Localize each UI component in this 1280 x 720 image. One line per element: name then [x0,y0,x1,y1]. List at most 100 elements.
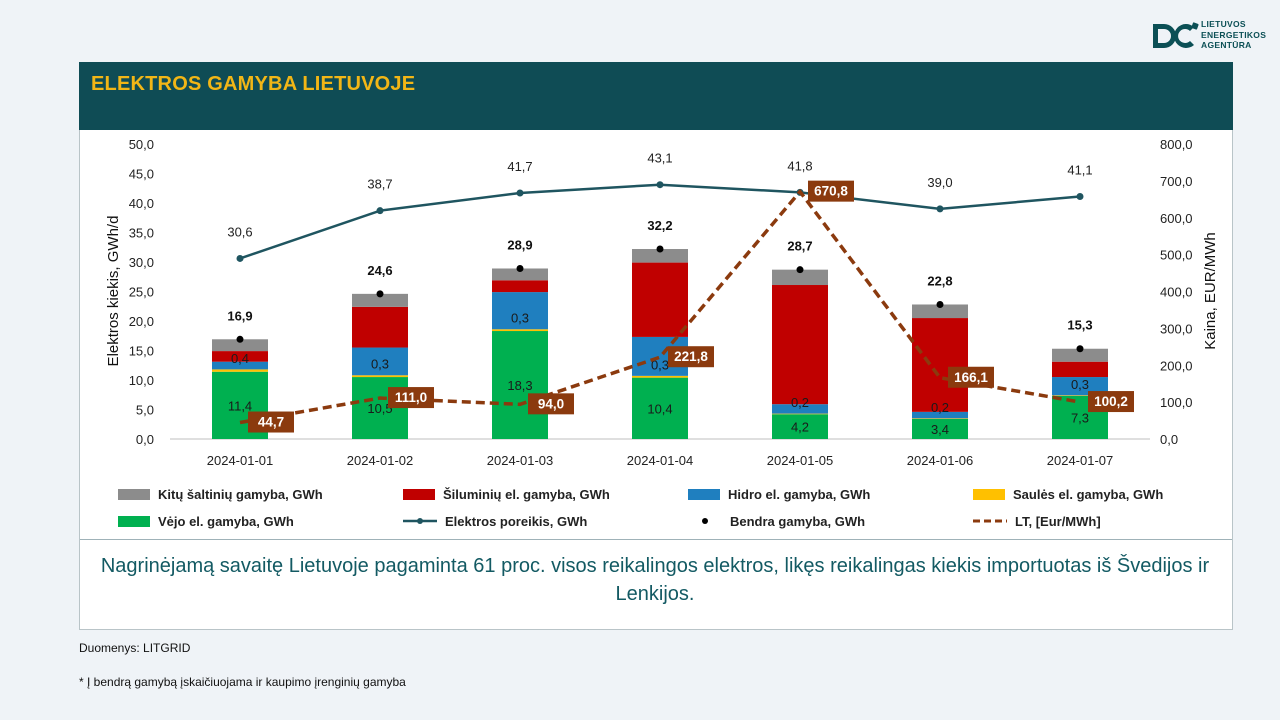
bar-wind [912,418,968,439]
demand-value-label: 41,7 [507,159,532,174]
total-value-label: 16,9 [227,308,252,323]
bar-wind [632,377,688,439]
legend-item-hydro: Hidro el. gamyba, GWh [688,486,870,502]
legend: Kitų šaltinių gamyba, GWh Šiluminių el. … [118,486,1198,532]
bar-other [352,293,408,307]
price-label-box [808,180,854,202]
total-value-label: 28,9 [507,237,532,252]
bar-solar [212,369,268,372]
legend-item-demand: Elektros poreikis, GWh [403,513,587,529]
total-point [516,264,524,272]
wind-value-label: 18,3 [507,378,532,393]
y-tick-label: 10,0 [129,373,154,388]
y-tick-label: 0,0 [136,432,154,447]
wind-value-label: 10,5 [367,401,392,416]
legend-swatch-wind [118,515,150,527]
y2-tick-label: 700,0 [1160,174,1193,189]
total-value-label: 28,7 [787,239,812,254]
bar-hydro [352,347,408,376]
legend-swatch-total [688,513,722,529]
price-value-label: 221,8 [674,349,708,364]
y2-tick-label: 500,0 [1160,248,1193,263]
demand-point [936,205,944,213]
price-value-label: 670,8 [814,184,848,199]
x-tick-label: 2024-01-05 [767,453,834,468]
legend-item-solar: Saulės el. gamyba, GWh [973,486,1163,502]
x-tick-label: 2024-01-04 [627,453,694,468]
bar-solar [912,418,968,419]
y-tick-label: 15,0 [129,344,154,359]
price-value-label: 44,7 [258,415,284,430]
legend-item-total: Bendra gamyba, GWh [688,513,865,529]
hydro-value-label: 0,2 [931,400,949,415]
legend-swatch-price [973,513,1007,529]
page-title: ELEKTROS GAMYBA LIETUVOJE [91,73,416,95]
y2-tick-label: 0,0 [1160,432,1178,447]
price-value-label: 166,1 [954,370,988,385]
legend-swatch-other [118,488,150,500]
total-value-label: 22,8 [927,273,952,288]
summary-text: Nagrinėjamą savaitę Lietuvoje pagaminta … [100,555,1210,605]
legend-swatch-demand [403,513,437,529]
legend-label-other: Kitų šaltinių gamyba, GWh [158,486,323,502]
legend-label-hydro: Hidro el. gamyba, GWh [728,486,871,502]
price-label-box [1088,391,1134,413]
y2-axis-label: Kaina, EUR/MWh [1202,232,1219,350]
bar-other [1052,348,1108,362]
logo-line-1: LIETUVOS [1201,19,1246,29]
demand-value-label: 41,1 [1067,163,1092,178]
hydro-value-label: 0,3 [511,311,529,326]
hydro-value-label: 0,3 [1071,377,1089,392]
wind-value-label: 10,4 [647,401,672,416]
y2-tick-label: 100,0 [1160,395,1193,410]
legend-swatch-thermal [403,488,435,500]
bar-other [212,339,268,352]
total-value-label: 15,3 [1067,318,1092,333]
bar-thermal [912,318,968,412]
y2-tick-label: 200,0 [1160,358,1193,373]
legend-item-wind: Vėjo el. gamyba, GWh [118,513,294,529]
bar-hydro [912,411,968,419]
demand-point [516,189,524,197]
footnote: * Į bendrą gamybą įskaičiuojama ir kaupi… [79,675,406,689]
legend-item-other: Kitų šaltinių gamyba, GWh [118,486,323,502]
legend-label-solar: Saulės el. gamyba, GWh [1013,486,1164,502]
logo-line-3: AGENTŪRA [1201,40,1252,50]
bar-hydro [492,292,548,330]
total-point [376,290,384,298]
y2-tick-label: 300,0 [1160,321,1193,336]
bar-other [492,268,548,281]
total-point [236,335,244,343]
chart: 0,0 5,0 10,0 15,0 20,0 25,0 30,0 35,0 40,0 45,0 50… [105,137,1219,468]
x-tick-label: 2024-01-07 [1047,453,1114,468]
wind-value-label: 4,2 [791,420,809,435]
bar-thermal [772,285,828,405]
bar-thermal [352,306,408,348]
demand-value-label: 30,6 [227,224,252,239]
legend-label-wind: Vėjo el. gamyba, GWh [158,513,294,529]
y2-tick-label: 400,0 [1160,285,1193,300]
price-value-label: 94,0 [538,396,564,411]
bar-other [632,249,688,263]
demand-value-label: 41,8 [787,158,812,173]
hydro-value-label: 0,3 [371,357,389,372]
bar-thermal [212,351,268,362]
total-point [796,266,804,274]
demand-point [656,181,664,189]
hydro-value-label: 0,2 [791,395,809,410]
total-point [1076,345,1084,353]
bar-thermal [492,280,548,293]
y2-tick-label: 800,0 [1160,137,1193,152]
divider [80,539,1232,540]
demand-point [236,254,244,262]
bar-thermal [1052,361,1108,378]
y-tick-label: 30,0 [129,255,154,270]
demand-value-label: 43,1 [647,151,672,166]
price-line [239,188,1081,425]
bar-hydro [212,361,268,370]
demand-value-label: 38,7 [367,177,392,192]
hydro-value-label: 0,3 [651,357,669,372]
wind-value-label: 7,3 [1071,410,1089,425]
x-tick-label: 2024-01-02 [347,453,414,468]
legend-label-thermal: Šiluminių el. gamyba, GWh [443,486,610,502]
